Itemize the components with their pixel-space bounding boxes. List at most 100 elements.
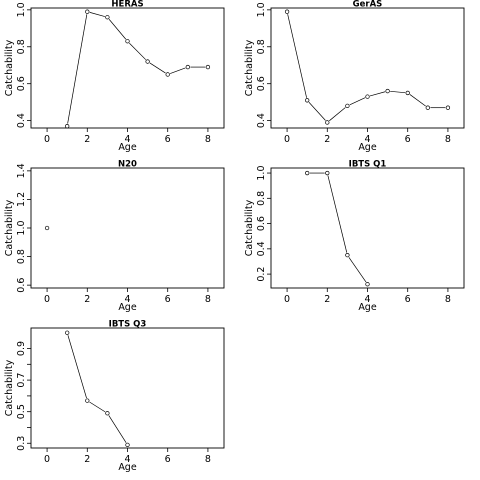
x-tick-label: 2	[324, 134, 330, 145]
data-point	[425, 105, 430, 110]
y-tick-label: 1.0	[256, 2, 267, 17]
y-axis-label: Catchability	[4, 359, 15, 416]
y-tick-label: 0.7	[16, 373, 27, 388]
y-tick-label: 0.6	[16, 278, 27, 293]
data-point	[44, 225, 50, 231]
series-line-segment	[67, 335, 87, 399]
data-point	[345, 103, 350, 108]
x-axis-label: Age	[358, 302, 377, 313]
plot-frame	[30, 7, 225, 129]
panel-n20: N20 0 2 4 6 8 Age 0.6 0.8 1.0 1.2 1.4 Catchability	[4, 160, 225, 313]
data-point	[345, 253, 350, 258]
y-tick-label: 0.6	[16, 76, 27, 91]
data-point	[325, 120, 330, 125]
y-tick-label: 0.8	[16, 39, 27, 54]
x-tick-label: 6	[165, 134, 171, 145]
y-tick-label: 0.8	[256, 191, 267, 206]
panel-geras: GerAS 0 2 4 6 8 Age 0.4 0.6 0.8 1.0 Catchability	[244, 0, 465, 153]
x-tick-label: 6	[405, 294, 411, 305]
data-point	[405, 90, 410, 96]
x-axis-label: Age	[118, 142, 137, 153]
plot-frame	[30, 167, 225, 289]
x-tick-label: 4	[364, 134, 370, 145]
data-point	[205, 64, 211, 70]
plot-frame	[270, 167, 465, 289]
y-tick-label: 0.5	[16, 404, 27, 419]
x-tick-label: 6	[405, 134, 411, 145]
y-tick-label: 0.8	[16, 249, 27, 264]
series-line-segment	[108, 415, 127, 443]
x-tick-label: 0	[44, 134, 50, 145]
y-tick-label: 1.4	[16, 163, 27, 178]
series-line-segment	[349, 97, 366, 106]
x-tick-label: 8	[445, 294, 451, 305]
panel-heras: HERAS 0 2 4 6 8 Age 0.4 0.6 0.8 1.0 Catchability	[4, 0, 225, 153]
panel-title: IBTS Q3	[109, 320, 147, 330]
series-line-segment	[170, 67, 186, 74]
data-point	[284, 9, 290, 14]
data-point	[445, 105, 451, 110]
x-tick-label: 4	[124, 134, 130, 145]
y-axis-label: Catchability	[4, 39, 15, 96]
data-point	[125, 39, 130, 44]
data-point	[325, 170, 330, 176]
y-tick-label: 1.2	[16, 192, 27, 207]
series-line-segment	[327, 175, 348, 253]
y-tick-label: 0.6	[256, 76, 267, 91]
y-tick-label: 0.3	[16, 436, 27, 451]
x-tick-label: 0	[284, 134, 290, 145]
panel-title: IBTS Q1	[349, 160, 387, 170]
data-point	[85, 9, 90, 14]
x-tick-label: 4	[124, 454, 130, 465]
data-point	[105, 15, 110, 20]
panel-title: GerAS	[353, 0, 383, 10]
series-line-segment	[108, 18, 127, 40]
x-tick-label: 8	[205, 134, 211, 145]
series-line-segment	[409, 94, 426, 107]
data-point	[305, 170, 310, 176]
x-tick-label: 6	[165, 454, 171, 465]
data-point	[105, 411, 110, 416]
data-point	[65, 124, 70, 129]
panel-title: HERAS	[111, 0, 143, 10]
x-tick-label: 8	[445, 134, 451, 145]
data-point	[365, 94, 370, 99]
x-tick-label: 2	[84, 454, 90, 465]
y-tick-label: 1.0	[16, 220, 27, 235]
series-line-segment	[390, 90, 406, 94]
y-tick-label: 0.4	[16, 113, 27, 128]
x-axis-label: Age	[118, 302, 137, 313]
x-tick-label: 8	[205, 454, 211, 465]
y-axis-label: Catchability	[244, 39, 255, 96]
y-axis-label: Catchability	[244, 199, 255, 256]
y-tick-label: 0.8	[256, 39, 267, 54]
x-axis-label: Age	[358, 142, 377, 153]
series-line-segment	[329, 107, 346, 122]
x-tick-label: 0	[284, 294, 290, 305]
x-tick-label: 4	[364, 294, 370, 305]
x-tick-label: 0	[44, 294, 50, 305]
data-point	[65, 330, 70, 335]
data-point	[365, 282, 370, 287]
x-tick-label: 2	[324, 294, 330, 305]
x-tick-label: 8	[205, 294, 211, 305]
series-line-segment	[89, 401, 106, 413]
y-tick-label: 0.4	[256, 113, 267, 128]
y-tick-label: 0.4	[256, 241, 267, 256]
x-tick-label: 4	[124, 294, 130, 305]
series-line-segment	[149, 62, 166, 74]
plot-frame	[30, 327, 225, 449]
series-line-segment	[89, 12, 105, 17]
data-point	[305, 98, 310, 103]
series-line-segment	[129, 42, 147, 60]
y-tick-label: 1.0	[256, 165, 267, 180]
x-tick-label: 6	[165, 294, 171, 305]
y-tick-label: 0.9	[16, 341, 27, 356]
data-point	[185, 64, 190, 70]
x-tick-label: 2	[84, 134, 90, 145]
data-point	[165, 72, 170, 77]
series-line-segment	[369, 91, 386, 97]
x-tick-label: 0	[44, 454, 50, 465]
